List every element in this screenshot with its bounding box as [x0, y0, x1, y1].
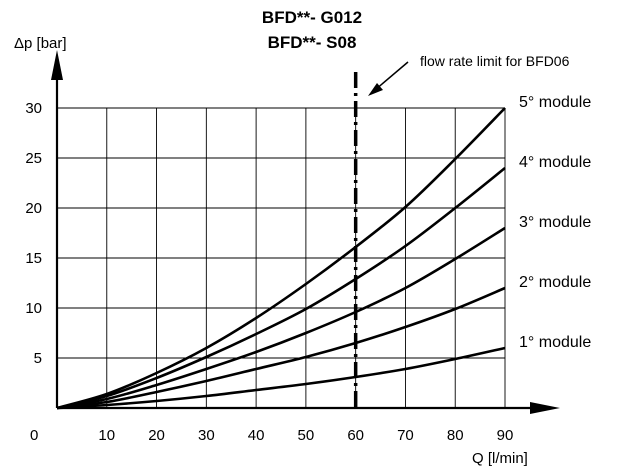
series-label-2: 2° module — [519, 274, 591, 291]
series-line-1 — [56, 346, 506, 410]
series-curves — [56, 107, 506, 410]
chart-title-line-2: BFD**- S08 — [268, 33, 357, 52]
x-tick-label: 20 — [148, 427, 165, 444]
y-tick-label: 30 — [25, 100, 42, 117]
limit-annotation-label: flow rate limit for BFD06 — [420, 53, 570, 69]
y-tick-label: 20 — [25, 200, 42, 217]
y-axis-arrow — [51, 50, 63, 80]
series-label-5: 5° module — [519, 94, 591, 111]
limit-annotation-arrow — [374, 61, 409, 91]
origin-label: 0 — [30, 427, 38, 444]
x-tick-label: 60 — [347, 427, 364, 444]
x-tick-label: 10 — [98, 427, 115, 444]
series-label-1: 1° module — [519, 334, 591, 351]
series-line-4 — [56, 166, 506, 410]
y-tick-label: 5 — [34, 350, 42, 367]
series-line-5 — [56, 107, 506, 410]
x-tick-label: 70 — [397, 427, 414, 444]
flow-rate-limit: flow rate limit for BFD06 — [353, 53, 570, 408]
series-line-2 — [56, 286, 506, 410]
chart-title-line-1: BFD**- G012 — [262, 8, 362, 27]
limit-annotation-arrowhead — [368, 83, 383, 96]
x-tick-label: 80 — [447, 427, 464, 444]
x-tick-label: 90 — [497, 427, 514, 444]
series-label-3: 3° module — [519, 214, 591, 231]
series-label-4: 4° module — [519, 154, 591, 171]
y-axis-label: Δp [bar] — [14, 35, 67, 52]
y-tick-label: 25 — [25, 150, 42, 167]
tick-labels: 10 20 30 40 50 60 70 80 90 5 10 15 20 25 30 — [25, 100, 513, 444]
x-tick-label: 50 — [298, 427, 315, 444]
x-axis-label: Q [l/min] — [472, 450, 528, 467]
x-tick-label: 40 — [248, 427, 265, 444]
x-tick-label: 30 — [198, 427, 215, 444]
axes — [51, 50, 560, 414]
series-labels: 1° module 2° module 3° module 4° module 5° m… — [519, 94, 591, 351]
x-axis-arrow — [530, 402, 560, 414]
y-tick-label: 10 — [25, 300, 42, 317]
series-line-3 — [56, 226, 506, 410]
y-tick-label: 15 — [25, 250, 42, 267]
